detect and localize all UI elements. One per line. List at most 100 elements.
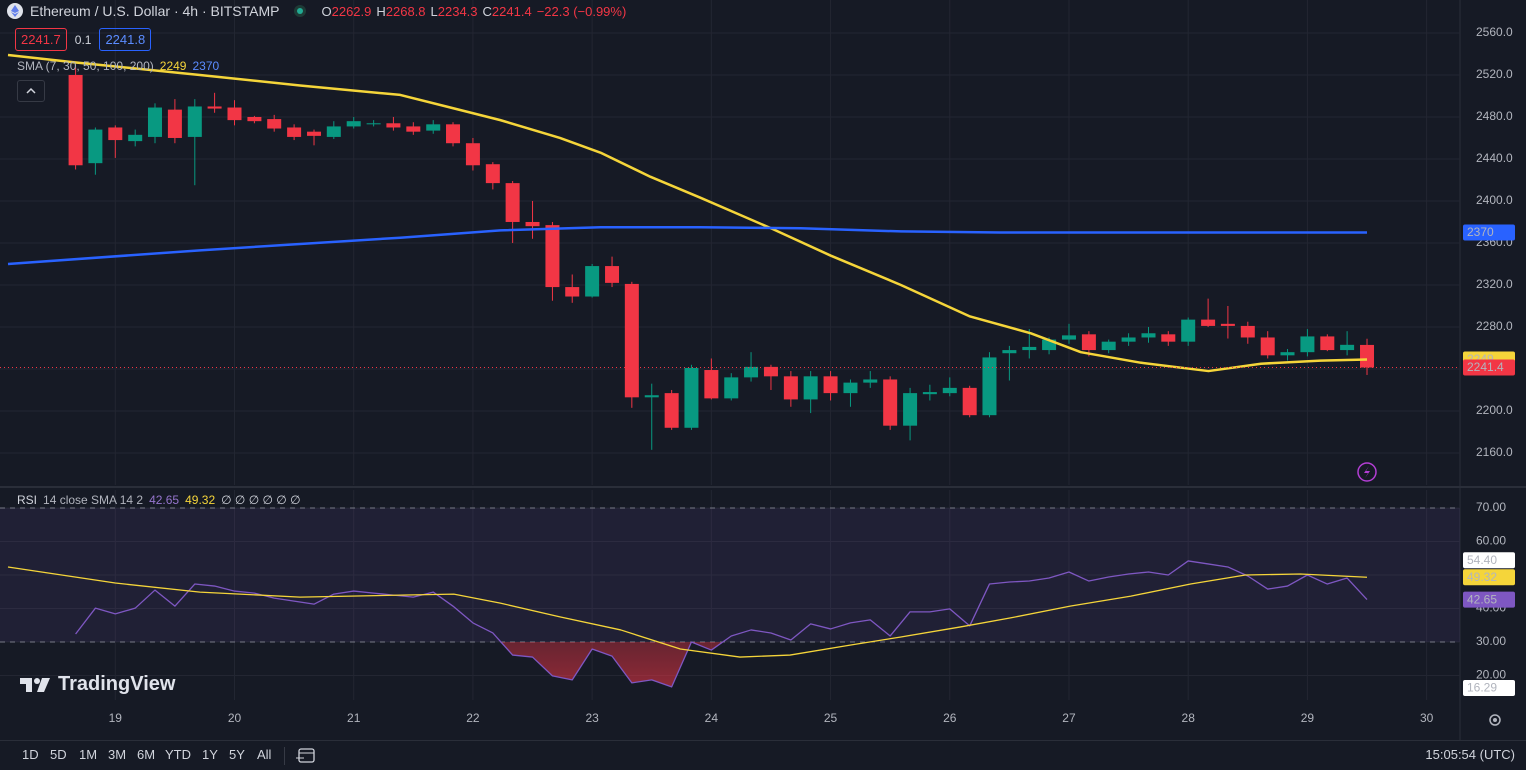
ohlc-label: L: [430, 3, 438, 19]
y-tick-label: 30.00: [1476, 634, 1506, 648]
settings-icon[interactable]: [1489, 714, 1501, 726]
candle-body: [1141, 333, 1156, 338]
candle-body: [605, 266, 620, 283]
candle-body: [922, 392, 937, 395]
market-status: [294, 5, 307, 17]
candle-body: [1340, 344, 1355, 351]
ohlc-value: 2241.4: [491, 3, 532, 19]
buy-button[interactable]: 2241.8: [99, 28, 152, 51]
range-button[interactable]: 5D: [50, 747, 67, 762]
candle-body: [624, 283, 639, 398]
sma-value: 2249: [159, 59, 187, 73]
range-button[interactable]: 1D: [22, 747, 39, 762]
x-tick-label: 21: [347, 711, 361, 725]
candle-body: [1240, 325, 1255, 338]
rsi-params: 14 close SMA 14 2: [43, 493, 144, 507]
candle-body: [962, 387, 977, 416]
collapse-button[interactable]: [17, 80, 45, 102]
x-tick-label: 30: [1420, 711, 1434, 725]
candle-body: [287, 127, 302, 137]
badge-bg: [1463, 359, 1515, 376]
range-button[interactable]: All: [257, 747, 272, 762]
candle-body: [108, 127, 123, 141]
candle-body: [823, 376, 838, 394]
range-button[interactable]: 1Y: [202, 747, 218, 762]
candle-body: [763, 366, 778, 377]
chevron: [26, 87, 36, 94]
last-price-badge: 2241.4: [1463, 359, 1515, 376]
clock[interactable]: 15:05:54 (UTC): [1425, 747, 1515, 762]
eth-icon: [7, 3, 23, 19]
logo[interactable]: TradingView: [20, 673, 175, 696]
candle-body: [446, 124, 461, 144]
range-button[interactable]: 5Y: [229, 747, 245, 762]
rsi-line: [7, 566, 1368, 658]
candle-body: [565, 287, 580, 297]
y-tick-label: 2160.0: [1476, 445, 1513, 459]
candle-body: [406, 126, 421, 132]
candle-body: [982, 357, 997, 416]
badge-text: 42.65: [1467, 592, 1497, 606]
y-tick-label: 60.00: [1476, 534, 1506, 548]
candle-body: [1161, 334, 1176, 342]
y-tick-label: 2440.0: [1476, 151, 1513, 165]
chart-area: 2160.02200.02240.02280.02320.02360.02400…: [0, 0, 1526, 740]
range-button[interactable]: 1M: [79, 747, 98, 762]
candle-body: [1042, 339, 1057, 351]
candle-body: [147, 107, 162, 137]
y-tick-label: 2320.0: [1476, 277, 1513, 291]
badge-text: 2241.4: [1467, 360, 1504, 374]
lightning-icon[interactable]: [1357, 462, 1377, 482]
badge-bg: [1463, 591, 1515, 608]
candle-body: [167, 109, 182, 138]
rsi-badge: 42.65: [1463, 591, 1515, 608]
sell-button[interactable]: 2241.7: [15, 28, 67, 51]
badge-text: 49.32: [1467, 570, 1497, 584]
candle-body: [744, 366, 759, 378]
candle-body: [684, 367, 699, 428]
candle-body: [505, 183, 520, 222]
rsi-line: [75, 560, 1368, 688]
candle-body: [644, 395, 659, 398]
ohlc: O 2262.9 H 2268.8 L 2234.3 C 2241.4 −22.3 (−…: [321, 4, 626, 19]
badge-bg: [1463, 679, 1515, 696]
candle-body: [545, 225, 560, 288]
x-tick-label: 20: [228, 711, 242, 725]
badge-bg: [1463, 552, 1515, 569]
candle-body: [1022, 346, 1037, 351]
x-tick-label: 26: [943, 711, 957, 725]
candle-body: [843, 382, 858, 394]
rsi-legend: RSI 14 close SMA 14 2 42.65 49.32 ∅ ∅ ∅ …: [17, 493, 301, 507]
x-tick-label: 27: [1062, 711, 1076, 725]
range-button[interactable]: 3M: [108, 747, 127, 762]
range-button[interactable]: 6M: [137, 747, 156, 762]
range-button[interactable]: YTD: [165, 747, 191, 762]
spread: 0.1: [74, 32, 92, 47]
candle-body: [1300, 336, 1315, 353]
bottom-toolbar: 15:05:54 (UTC) 1D 5D 1M 3M 6M YTD 1Y 5Y All: [0, 740, 1526, 770]
candle-body: [724, 377, 739, 399]
candle-body: [207, 106, 222, 109]
change: −22.3 (−0.99%): [536, 3, 627, 19]
ohlc-label: O: [321, 3, 332, 19]
candle-body: [187, 106, 202, 137]
rsi-badge: 49.32: [1463, 569, 1515, 586]
badge-text: 16.29: [1467, 681, 1497, 695]
candle-body: [1002, 350, 1017, 354]
rsi-sma-value: 49.32: [185, 493, 216, 507]
goto-date-icon[interactable]: [296, 746, 318, 766]
sma-line: [7, 53, 1368, 373]
sma-legend: SMA (7, 30, 50, 100, 200) 2249 2370: [17, 59, 219, 73]
candle-body: [1181, 319, 1196, 342]
y-tick-label: 2200.0: [1476, 403, 1513, 417]
candle-body: [525, 221, 540, 227]
rsi-value: 42.65: [149, 493, 180, 507]
candle-body: [783, 376, 798, 400]
y-tick-label: 70.00: [1476, 500, 1506, 514]
candle-body: [883, 379, 898, 426]
candle-body: [1360, 344, 1375, 368]
y-tick-label: 2280.0: [1476, 319, 1513, 333]
candle-body: [346, 121, 361, 127]
candle-body: [68, 74, 83, 166]
candle-body: [485, 164, 500, 184]
